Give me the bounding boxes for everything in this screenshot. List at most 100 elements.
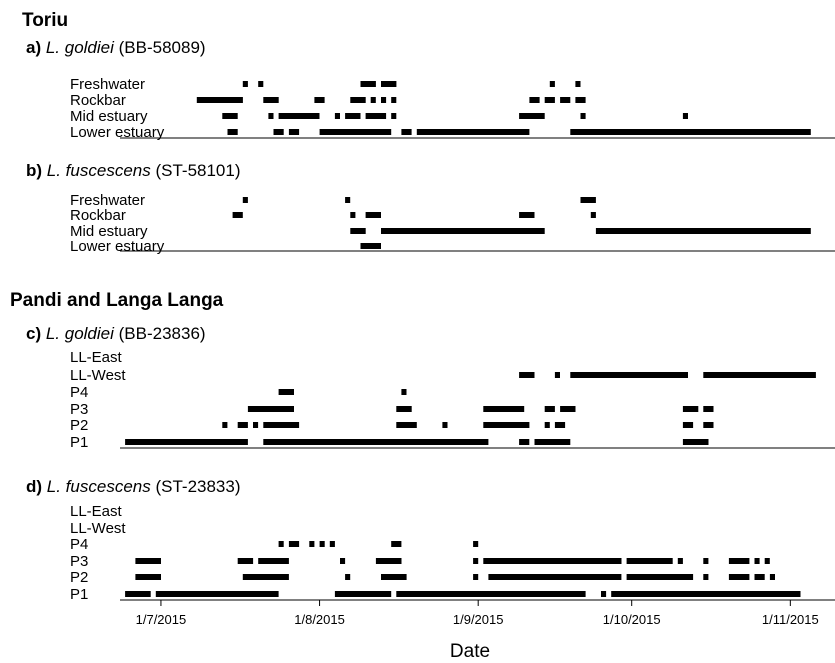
detection-bar	[366, 113, 387, 119]
detection-bar	[263, 439, 488, 445]
row-label: LL-East	[70, 503, 123, 520]
detection-bar	[238, 422, 248, 428]
detection-bar	[125, 591, 151, 597]
detection-bar	[253, 422, 258, 428]
row-label: LL-West	[70, 367, 126, 384]
detection-bar	[314, 97, 324, 103]
detection-bar	[125, 439, 248, 445]
detection-bar	[703, 574, 708, 580]
x-tick-label: 1/11/2015	[762, 612, 819, 627]
detection-bar	[391, 541, 401, 547]
detection-bar	[575, 97, 585, 103]
detection-bar	[417, 129, 530, 135]
detection-bar	[560, 97, 570, 103]
panel-letter: b)	[26, 161, 47, 180]
detection-bar	[391, 113, 396, 119]
detection-bar	[729, 574, 750, 580]
detection-bar	[550, 81, 555, 87]
detection-bar	[683, 422, 693, 428]
detection-bar	[581, 113, 586, 119]
detection-bar	[350, 97, 365, 103]
row-label: P1	[70, 586, 88, 603]
detection-bar	[381, 81, 396, 87]
detection-bar	[755, 558, 760, 564]
panel-header: c) L. goldiei (BB-23836)	[26, 324, 206, 343]
detection-bar	[729, 558, 750, 564]
detection-bar	[703, 372, 816, 378]
detection-bar	[156, 591, 279, 597]
detection-bar	[683, 406, 698, 412]
detection-bar	[596, 228, 811, 234]
detection-bar	[345, 113, 360, 119]
detection-bar	[361, 243, 382, 249]
detection-bar	[279, 541, 284, 547]
detection-bar	[274, 129, 284, 135]
detection-bar	[263, 422, 299, 428]
detection-bar	[396, 406, 411, 412]
detection-bar	[703, 406, 713, 412]
detection-bar	[371, 97, 376, 103]
row-label: LL-East	[70, 349, 123, 366]
detection-bar	[401, 389, 406, 395]
row-label: Mid estuary	[70, 108, 148, 125]
detection-bar	[473, 574, 478, 580]
row-label: Rockbar	[70, 207, 126, 224]
row-label: LL-West	[70, 520, 126, 537]
species-name: L. fuscescens	[47, 161, 151, 180]
detection-bar	[335, 113, 340, 119]
chart-layer: Toriua) L. goldiei (BB-58089)FreshwaterR…	[10, 10, 835, 662]
detection-bar	[258, 558, 289, 564]
detection-bar	[279, 389, 294, 395]
detection-bar	[545, 406, 555, 412]
detection-bar	[519, 372, 534, 378]
detection-bar	[197, 97, 243, 103]
x-tick-label: 1/7/2015	[136, 612, 187, 627]
row-label: P3	[70, 553, 88, 570]
row-label: P3	[70, 401, 88, 418]
detection-bar	[243, 574, 289, 580]
tag-id: (BB-23836)	[114, 324, 206, 343]
detection-bar	[765, 558, 770, 564]
row-label: Freshwater	[70, 76, 145, 93]
detection-bar	[627, 574, 694, 580]
detection-bar	[268, 113, 273, 119]
tag-id: (ST-23833)	[151, 477, 241, 496]
detection-bar	[279, 113, 320, 119]
detection-bar	[555, 422, 565, 428]
detection-bar	[320, 129, 392, 135]
row-label: Rockbar	[70, 92, 126, 109]
detection-bar	[396, 591, 585, 597]
detection-bar	[396, 422, 417, 428]
tag-id: (BB-58089)	[114, 38, 206, 57]
detection-bar	[258, 81, 263, 87]
panel-header: d) L. fuscescens (ST-23833)	[26, 477, 241, 496]
detection-bar	[330, 541, 335, 547]
detection-bar	[391, 97, 396, 103]
detection-bar	[611, 591, 800, 597]
detection-bar	[483, 422, 529, 428]
row-label: P4	[70, 536, 88, 553]
detection-bar	[581, 197, 596, 203]
detection-bar	[678, 558, 683, 564]
species-name: L. fuscescens	[47, 477, 151, 496]
row-label: Lower estuary	[70, 238, 165, 255]
detection-bar	[243, 197, 248, 203]
detection-bar	[376, 558, 402, 564]
detection-bar	[381, 228, 545, 234]
x-tick-label: 1/9/2015	[453, 612, 504, 627]
section-title: Toriu	[22, 10, 68, 31]
detection-bar	[601, 591, 606, 597]
detection-bar	[228, 129, 238, 135]
detection-bar	[233, 212, 243, 218]
detection-bar	[575, 81, 580, 87]
x-axis-title: Date	[450, 641, 490, 662]
detection-bar	[135, 558, 161, 564]
detection-bar	[570, 129, 811, 135]
detection-bar	[289, 541, 299, 547]
detection-bar	[703, 558, 708, 564]
detection-bar	[345, 197, 350, 203]
detection-bar	[222, 422, 227, 428]
detection-bar	[381, 574, 407, 580]
detection-bar	[519, 212, 534, 218]
